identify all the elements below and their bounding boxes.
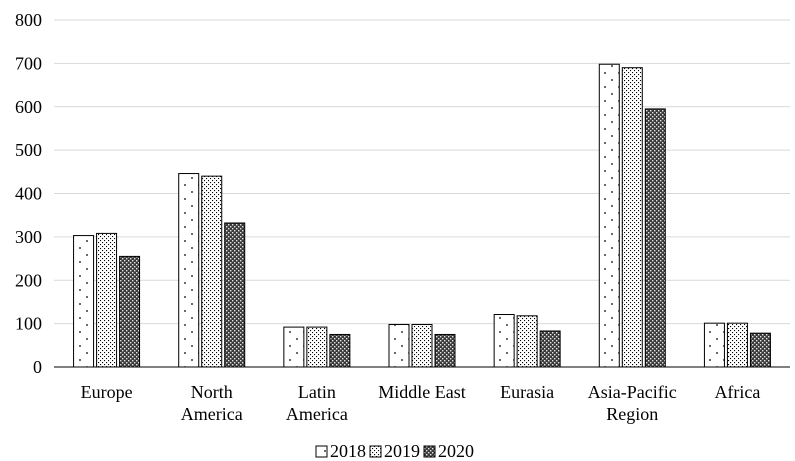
x-tick-label: Latin [298, 382, 336, 402]
legend-swatch-2019 [369, 445, 382, 458]
bar-asia-pacific-region-2019 [621, 67, 643, 368]
x-tick-label: America [286, 404, 348, 424]
bar-asia-pacific-region-2018 [598, 63, 620, 368]
bar-eurasia-2019 [516, 315, 538, 368]
bar-europe-2018 [73, 235, 95, 368]
bar-north-america-2019 [201, 175, 223, 368]
y-tick-label: 100 [15, 314, 42, 334]
bar-eurasia-2018 [493, 314, 515, 368]
y-tick-label: 300 [15, 227, 42, 247]
x-tick-label: Africa [714, 382, 760, 402]
bar-africa-2018 [703, 322, 725, 368]
bar-north-america-2020 [224, 222, 246, 368]
bar-latin-america-2020 [329, 333, 351, 368]
x-tick-label: Europe [81, 382, 133, 402]
x-tick-label: North [191, 382, 233, 402]
bar-middle-east-2020 [434, 333, 456, 368]
bar-europe-2020 [119, 255, 141, 368]
bar-middle-east-2019 [411, 323, 433, 368]
y-tick-label: 0 [33, 357, 42, 377]
y-tick-label: 400 [15, 184, 42, 204]
legend-label-2019: 2019 [384, 441, 420, 461]
bar-eurasia-2020 [539, 330, 561, 368]
x-tick-label: America [181, 404, 243, 424]
bar-europe-2019 [96, 232, 118, 368]
gridlines [54, 19, 790, 325]
bars [73, 63, 771, 368]
x-tick-label: Asia-Pacific [588, 382, 677, 402]
bar-latin-america-2018 [283, 326, 305, 368]
x-tick-label: Region [606, 404, 658, 424]
x-tick-label: Middle East [378, 382, 466, 402]
bar-middle-east-2018 [388, 323, 410, 368]
y-tick-label: 800 [15, 10, 42, 30]
legend-swatch-2018 [315, 445, 328, 458]
x-tick-label: Eurasia [500, 382, 554, 402]
y-tick-label: 500 [15, 140, 42, 160]
bar-north-america-2018 [178, 173, 200, 368]
bar-africa-2020 [749, 332, 771, 368]
bar-africa-2019 [726, 322, 748, 368]
y-tick-label: 200 [15, 270, 42, 290]
legend-label-2020: 2020 [438, 441, 474, 461]
y-axis-tick-labels: 0 100 200 300 400 500 600 700 800 [15, 10, 42, 377]
bar-asia-pacific-region-2020 [644, 108, 666, 368]
y-tick-label: 700 [15, 53, 42, 73]
y-tick-label: 600 [15, 97, 42, 117]
legend: 2018 2019 2020 [315, 441, 474, 461]
bar-latin-america-2019 [306, 326, 328, 368]
legend-swatch-2020 [423, 445, 436, 458]
legend-label-2018: 2018 [330, 441, 366, 461]
